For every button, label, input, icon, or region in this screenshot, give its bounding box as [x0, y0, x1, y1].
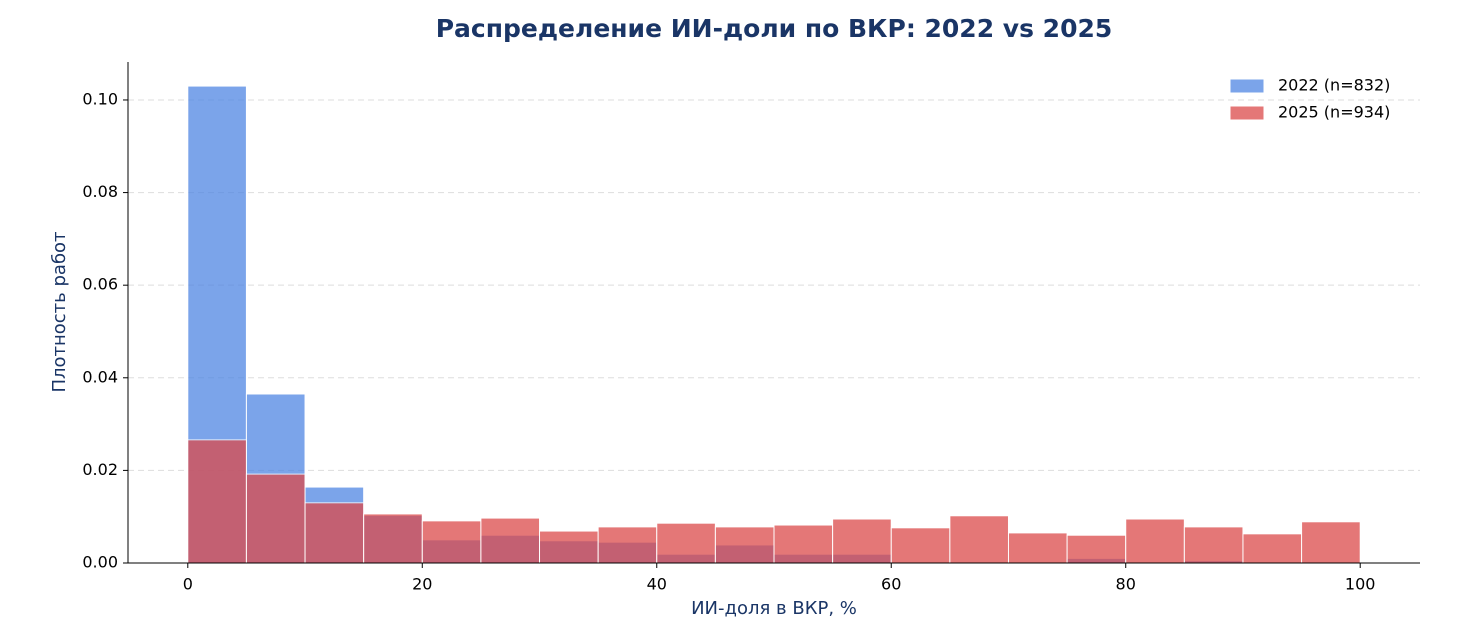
bar: [832, 518, 892, 564]
bar: [597, 526, 658, 564]
bar: [363, 513, 423, 564]
y-tick-label: 0.06: [82, 275, 118, 294]
x-tick-label: 40: [647, 575, 667, 594]
chart-title: Распределение ИИ-доли по ВКР: 2022 vs 20…: [436, 14, 1113, 43]
y-axis-label: Плотность работ: [49, 231, 70, 392]
bar: [1066, 534, 1127, 564]
bar: [1183, 526, 1244, 564]
x-tick-label: 60: [881, 575, 901, 594]
y-tick-label: 0.02: [82, 460, 118, 479]
x-tick-label: 80: [1116, 575, 1136, 594]
legend-label: 2025 (n=934): [1278, 103, 1390, 122]
bar: [890, 527, 951, 564]
bar: [304, 502, 365, 564]
x-tick-label: 0: [183, 575, 193, 594]
bar: [949, 515, 1009, 564]
bar: [1301, 521, 1361, 564]
bar: [245, 473, 306, 564]
y-tick-label: 0.08: [82, 182, 118, 201]
y-tick-label: 0.00: [82, 553, 118, 572]
bar: [1125, 518, 1185, 564]
x-tick-label: 20: [412, 575, 432, 594]
x-tick-label: 100: [1345, 575, 1376, 594]
bar: [1007, 532, 1068, 564]
bar: [480, 517, 541, 564]
y-tick-label: 0.04: [82, 367, 118, 386]
bar: [773, 524, 834, 564]
bar: [714, 526, 775, 564]
y-tick-label: 0.10: [82, 89, 118, 108]
bar: [539, 530, 599, 564]
bar: [1242, 533, 1303, 564]
x-axis-label: ИИ-доля в ВКР, %: [691, 598, 857, 619]
legend-label: 2022 (n=832): [1278, 76, 1390, 95]
bar: [421, 520, 482, 564]
bar: [187, 439, 247, 564]
bar: [656, 522, 716, 564]
legend-swatch: [1229, 78, 1265, 94]
legend-swatch: [1229, 105, 1265, 121]
